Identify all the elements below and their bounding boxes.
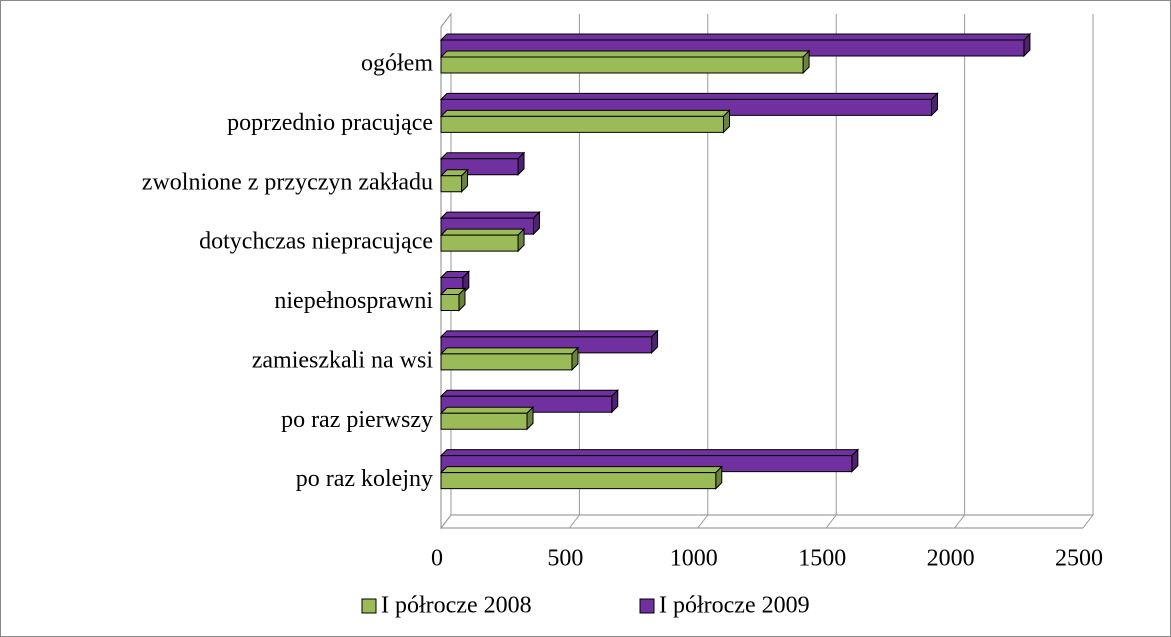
legend-swatch	[361, 598, 377, 614]
bar-top	[439, 92, 939, 100]
bar-top	[439, 33, 1032, 41]
y-tick-label: ogółem	[361, 51, 433, 77]
bar-top	[439, 50, 811, 58]
x-tick-label: 2000	[927, 546, 975, 572]
legend-label: I półrocze 2009	[659, 593, 810, 619]
legend-swatch	[639, 598, 655, 614]
y-tick-label: zwolnione z przyczyn zakładu	[142, 169, 433, 195]
bar	[440, 56, 804, 74]
bar-top	[439, 109, 731, 117]
y-tick-label: po raz pierwszy	[281, 407, 433, 433]
bar-top	[439, 347, 580, 355]
bar	[440, 175, 463, 193]
x-tick-label: 1000	[670, 546, 718, 572]
bar-top	[439, 152, 526, 160]
bar-top	[439, 406, 535, 414]
y-tick-label: dotychczas niepracujące	[199, 229, 433, 255]
bar-top	[439, 389, 619, 397]
bar	[440, 294, 460, 311]
x-tick-label: 500	[547, 546, 583, 572]
bar	[440, 412, 528, 430]
y-tick-label: niepełnosprawni	[274, 288, 433, 314]
y-tick-label: zamieszkali na wsi	[252, 347, 434, 373]
bar-top	[439, 466, 723, 474]
grid-line	[697, 14, 709, 529]
y-tick-label: poprzednio pracujące	[227, 110, 433, 136]
grid-line	[954, 14, 966, 529]
bar-top	[439, 228, 526, 236]
grid-line	[569, 14, 580, 529]
legend-label: I półrocze 2008	[381, 593, 532, 619]
bar-top	[439, 211, 541, 219]
bar	[440, 115, 724, 133]
bar	[440, 472, 717, 490]
bar	[440, 353, 573, 371]
x-tick-label: 0	[431, 546, 443, 572]
grid-line	[1082, 14, 1094, 529]
bar-top	[439, 449, 860, 457]
grid-line	[825, 14, 837, 529]
bar	[440, 234, 519, 252]
bar-top	[439, 330, 659, 338]
y-tick-label: po raz kolejny	[296, 466, 433, 492]
x-tick-label: 2500	[1055, 546, 1103, 572]
x-tick-label: 1500	[798, 546, 846, 572]
